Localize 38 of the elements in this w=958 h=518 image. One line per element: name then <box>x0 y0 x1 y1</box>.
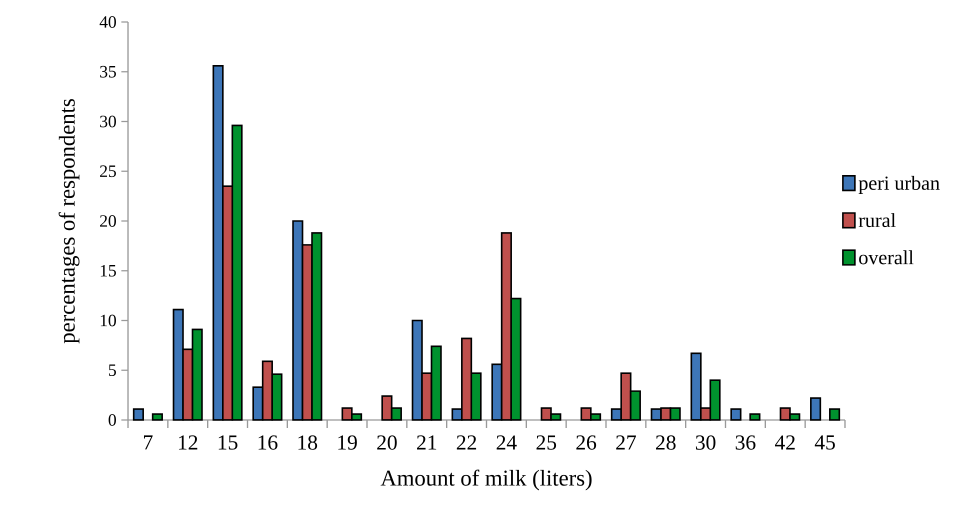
x-tick-label: 19 <box>338 435 357 450</box>
bar <box>829 408 840 421</box>
bar <box>730 408 742 421</box>
y-tick-label: 5 <box>108 364 116 376</box>
x-tick-label: 18 <box>298 435 318 450</box>
legend-label: peri urban <box>858 176 940 194</box>
x-tick-label: 24 <box>496 435 517 450</box>
legend-label: rural <box>858 213 896 228</box>
y-tick-label: 0 <box>108 414 116 426</box>
x-tick-label: 16 <box>258 435 278 450</box>
x-tick-label: 28 <box>656 435 676 450</box>
y-tick-label: 20 <box>100 215 116 227</box>
y-axis-title: percentages of respondents <box>58 99 80 344</box>
y-tick-label: 40 <box>100 16 116 28</box>
x-tick-label: 26 <box>576 435 596 450</box>
x-tick-label: 20 <box>377 435 397 450</box>
y-tick-label: 10 <box>100 314 116 326</box>
x-tick-label: 12 <box>178 435 198 450</box>
x-tick-label: 21 <box>417 435 436 450</box>
bar <box>810 397 822 421</box>
bar <box>132 408 144 421</box>
y-tick-label: 15 <box>100 264 116 277</box>
x-tick-label: 7 <box>144 435 153 450</box>
x-tick-label: 22 <box>456 435 476 450</box>
x-tick-label: 30 <box>696 435 716 450</box>
bar <box>152 413 163 421</box>
x-tick-label: 25 <box>536 435 556 450</box>
x-tick-label: 42 <box>774 435 795 450</box>
x-tick-label: 45 <box>814 435 835 450</box>
x-axis-title: Amount of milk (liters) <box>380 470 592 490</box>
y-tick-label: 25 <box>100 165 116 178</box>
y-tick-label: 30 <box>100 116 116 128</box>
x-tick-label: 36 <box>736 435 756 450</box>
x-tick-label: 27 <box>616 435 636 450</box>
x-tick-label: 15 <box>218 435 238 450</box>
bar <box>749 413 760 421</box>
y-tick-label: 35 <box>100 66 116 78</box>
legend-label: overall <box>859 250 914 264</box>
